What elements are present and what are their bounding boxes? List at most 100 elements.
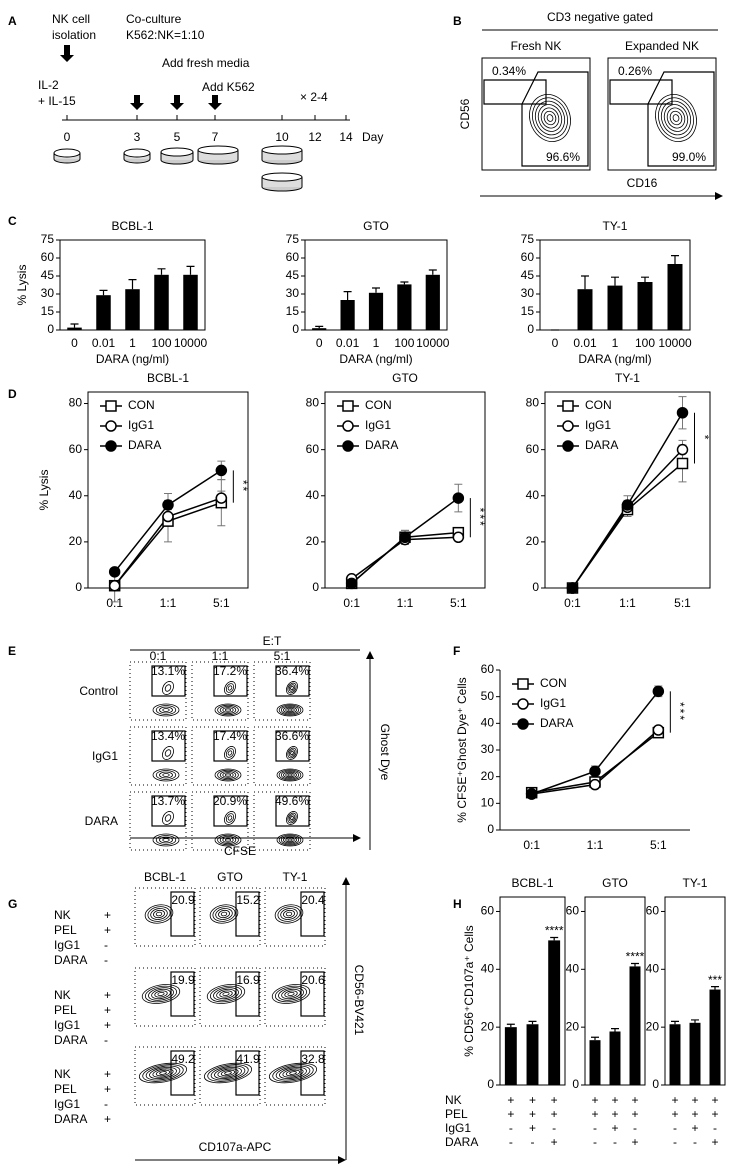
- bar: [183, 274, 198, 330]
- y-tick-label: 0: [572, 1077, 579, 1091]
- arrow: [170, 95, 184, 110]
- contour: [159, 836, 173, 844]
- contour: [278, 987, 304, 1001]
- gate-percent: 13.1%: [151, 664, 185, 678]
- gate: [521, 71, 589, 167]
- contour: [287, 838, 293, 842]
- y-tick-label: 30: [286, 286, 300, 300]
- y-tick-label: 60: [481, 904, 495, 918]
- contour: [219, 990, 233, 998]
- condition-sign: +: [711, 1093, 718, 1107]
- row-label: DARA: [85, 814, 118, 828]
- contour: [152, 1068, 174, 1078]
- y-tick-label: 40: [306, 488, 320, 502]
- condition-sign: +: [104, 1082, 111, 1096]
- y-tick-label: 20: [481, 769, 495, 783]
- error-bar: [711, 986, 719, 990]
- legend-label: CON: [128, 398, 155, 412]
- y-tick-label: 20: [481, 1019, 495, 1033]
- contour: [162, 746, 174, 760]
- condition-sign: +: [611, 1093, 618, 1107]
- point: [621, 499, 634, 511]
- error-bar: [550, 936, 559, 941]
- significance: *: [697, 435, 711, 442]
- x-tick-label: 100: [151, 336, 171, 350]
- condition-sign: +: [104, 1018, 111, 1032]
- gate-percent: 36.6%: [275, 729, 309, 743]
- y-tick-label: 40: [481, 961, 495, 975]
- condition-sign: +: [529, 1093, 536, 1107]
- contour: [144, 985, 178, 1003]
- gate: [483, 79, 547, 105]
- day-unit: Day: [362, 130, 383, 144]
- dish: [262, 177, 302, 187]
- contour: [222, 707, 234, 713]
- x-tick-label: 0.01: [92, 336, 116, 350]
- legend-label: IgG1: [585, 418, 611, 432]
- contour: [153, 909, 165, 919]
- y-tick-label: 0: [532, 580, 539, 594]
- gate-percent: 96.6%: [546, 150, 580, 164]
- panel-letter: D: [8, 387, 17, 401]
- contour: [224, 773, 231, 777]
- legend-label: DARA: [128, 438, 161, 452]
- contour: [280, 908, 298, 920]
- contour: [290, 815, 294, 821]
- row-label: IgG1: [92, 749, 118, 763]
- arrow: [60, 45, 74, 62]
- condition-sign: +: [104, 988, 111, 1002]
- contour: [154, 990, 168, 998]
- y-tick-label: 15: [286, 304, 300, 318]
- contour: [283, 706, 297, 714]
- condition-name: DARA: [54, 1033, 87, 1047]
- condition-sign: -: [531, 1135, 535, 1149]
- contour: [281, 988, 301, 1000]
- contour: [663, 104, 689, 132]
- y-axis-label: % CFSE⁺Ghost Dye⁺ Cells: [455, 677, 469, 822]
- condition-name: PEL: [54, 1003, 77, 1017]
- contour: [288, 814, 296, 822]
- label: Add K562: [202, 80, 255, 94]
- axis-label: CFSE: [224, 844, 256, 858]
- day-label: 0: [64, 130, 71, 144]
- legend-marker: [562, 400, 574, 412]
- bar: [629, 966, 641, 1085]
- error-bar: [581, 275, 589, 290]
- condition-sign: +: [507, 1107, 514, 1121]
- y-tick-label: 0: [292, 322, 299, 336]
- contour: [209, 904, 239, 924]
- legend-label: IgG1: [365, 418, 391, 432]
- legend-label: DARA: [585, 438, 618, 452]
- contour: [283, 771, 297, 779]
- series-line: [571, 449, 684, 589]
- contour: [151, 988, 171, 1000]
- contour: [283, 909, 295, 919]
- y-tick-label: 30: [41, 286, 55, 300]
- condition-sign: +: [104, 1003, 111, 1017]
- arrow: [208, 95, 222, 110]
- y-tick-label: 60: [41, 250, 55, 264]
- legend-marker: [517, 718, 529, 730]
- legend-marker: [562, 420, 574, 432]
- condition-sign: +: [529, 1107, 536, 1121]
- contour: [207, 1064, 249, 1082]
- contour: [274, 985, 308, 1003]
- x-tick-label: 0:1: [523, 838, 540, 852]
- point: [345, 577, 358, 590]
- condition-sign: +: [631, 1135, 638, 1149]
- bar: [709, 989, 721, 1085]
- significance: ***: [673, 702, 687, 722]
- error-bar: [99, 289, 108, 296]
- legend-label: DARA: [365, 438, 398, 452]
- y-tick-label: 20: [69, 534, 83, 548]
- condition-sign: -: [104, 1097, 108, 1111]
- error-bar: [691, 1019, 699, 1023]
- contour: [152, 703, 180, 717]
- contour: [546, 114, 554, 122]
- chart-title: TY-1: [603, 219, 628, 233]
- plot-frame: [544, 391, 711, 589]
- plot-frame: [324, 391, 486, 589]
- contour: [282, 1068, 304, 1078]
- dish: [262, 150, 302, 160]
- contour: [144, 904, 174, 924]
